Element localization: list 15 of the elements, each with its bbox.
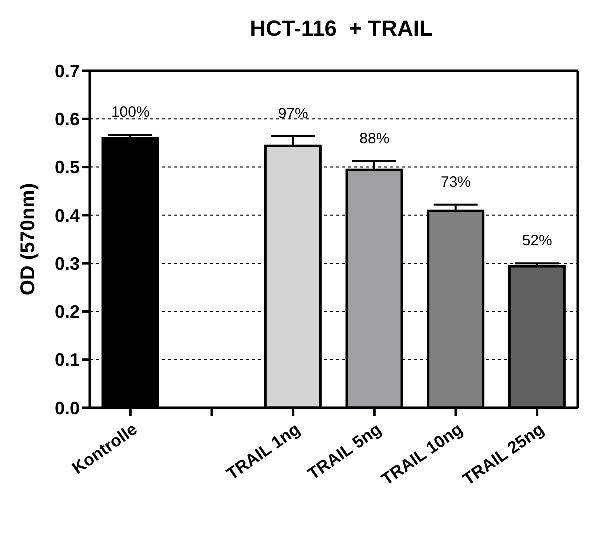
annotation: 52% <box>522 232 552 250</box>
y-axis-title: OD (570nm) <box>18 182 40 296</box>
y-tick-label: 0.5 <box>54 158 80 178</box>
annotation: 88% <box>360 130 390 148</box>
chart-title: HCT-116 + TRAIL <box>249 16 434 42</box>
y-tick-label: 0.4 <box>54 206 80 226</box>
y-tick-label: 0.0 <box>54 398 80 418</box>
annotation: 100% <box>111 104 150 122</box>
y-tick-label: 0.7 <box>54 61 80 82</box>
y-tick-label: 0.2 <box>54 302 80 322</box>
annotation: 73% <box>440 174 472 191</box>
y-tick-label: 0.1 <box>54 350 80 370</box>
annotation: 97% <box>278 105 308 122</box>
y-tick-label: 0.3 <box>54 254 80 274</box>
y-tick-label: 0.6 <box>54 110 80 130</box>
